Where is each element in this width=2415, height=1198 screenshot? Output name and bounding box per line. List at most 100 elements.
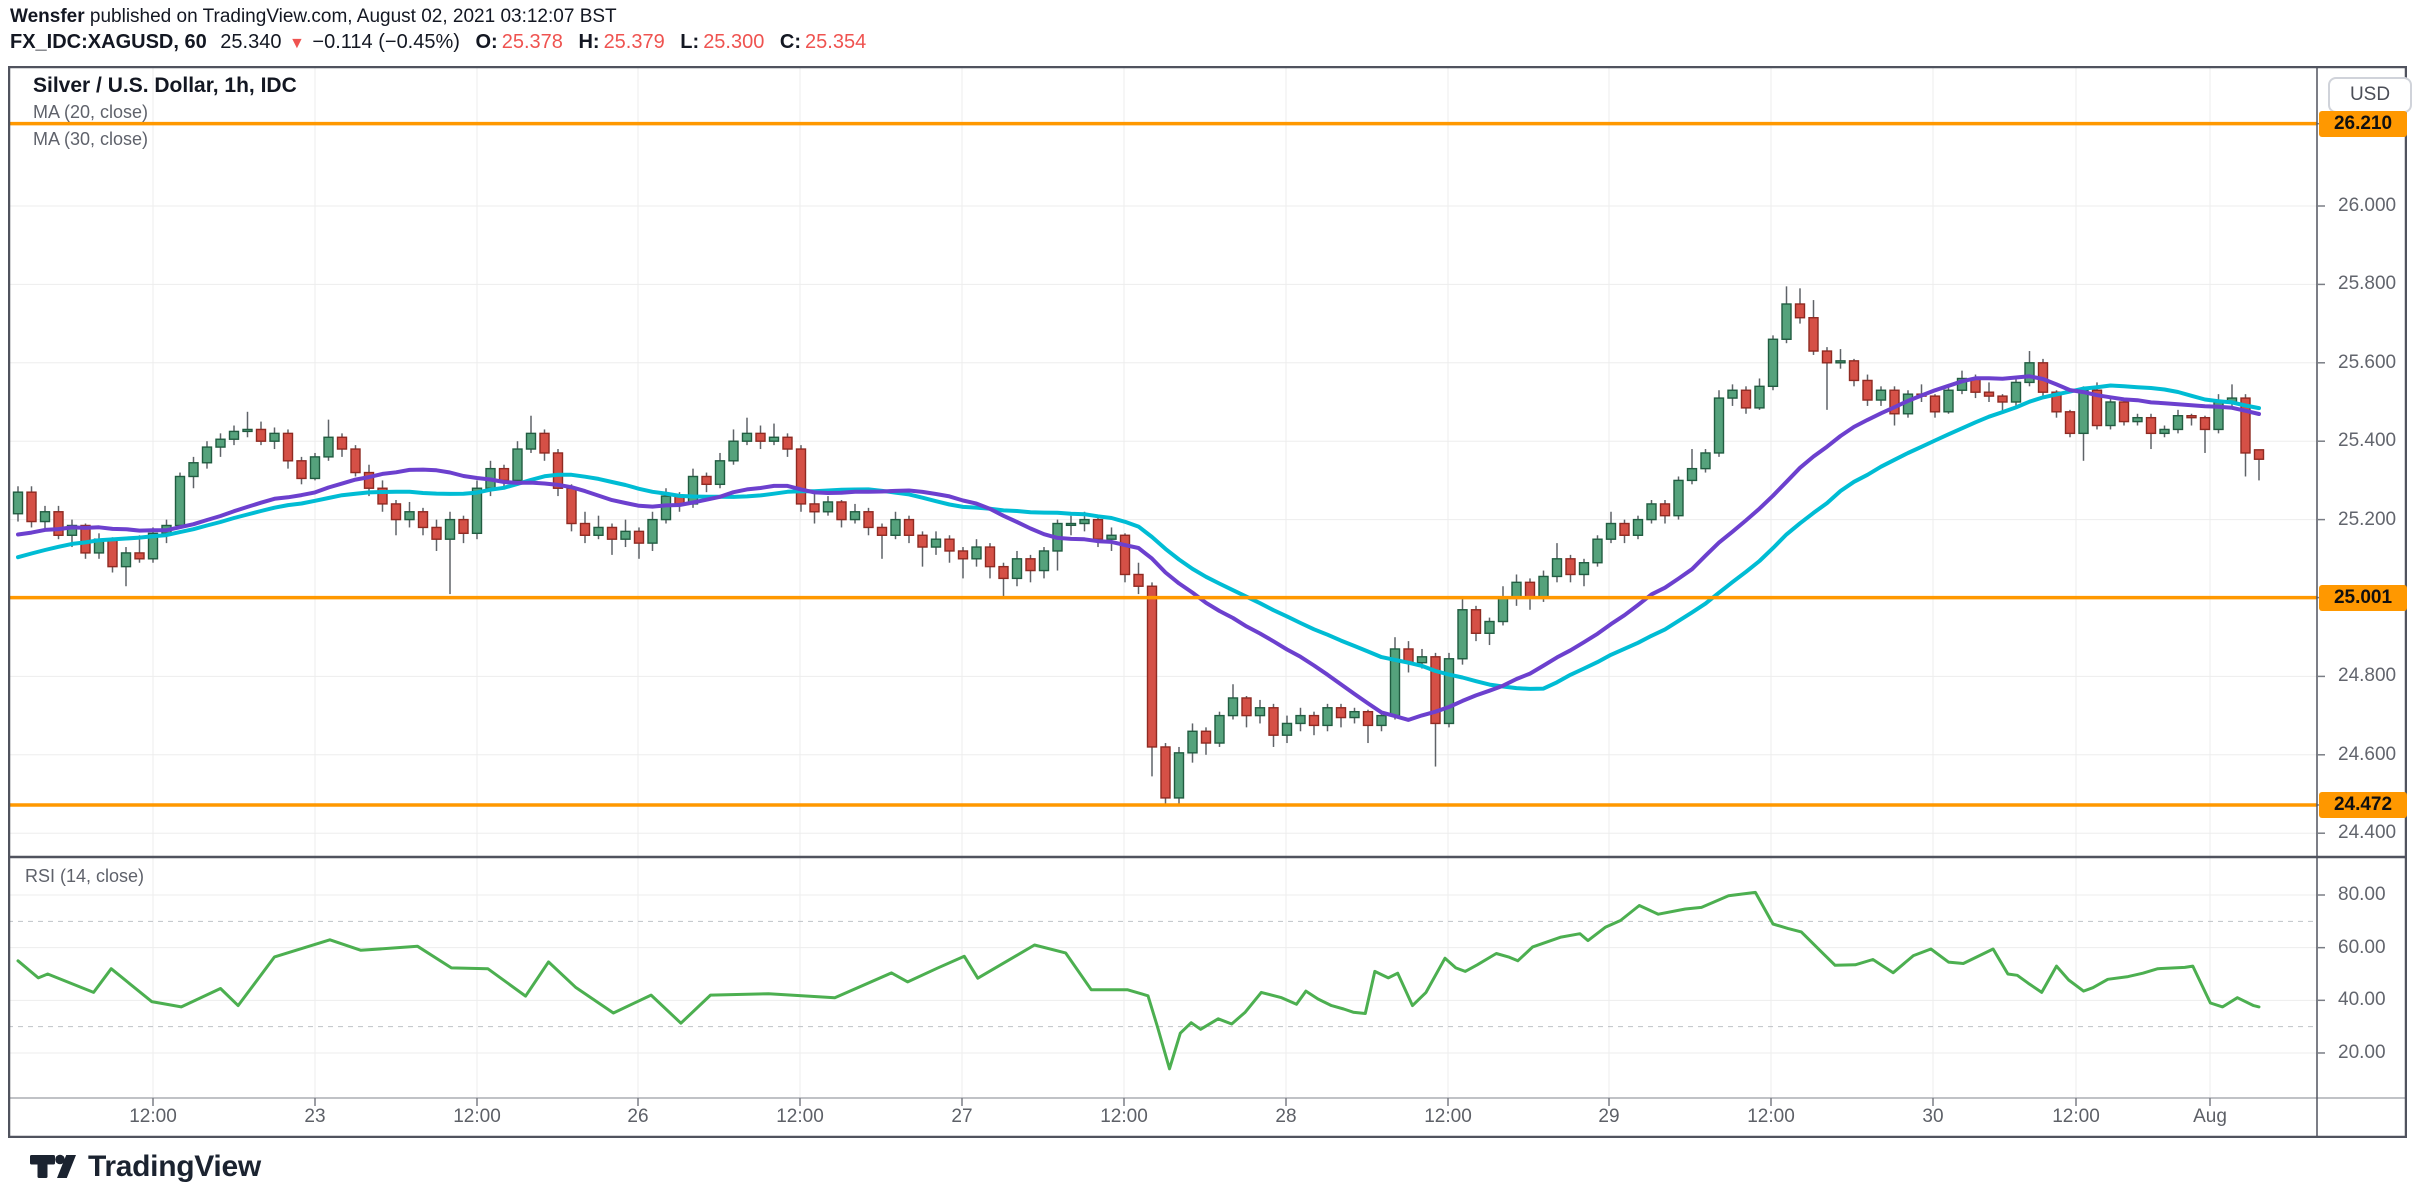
candle-body	[39, 511, 51, 523]
candle-body	[593, 526, 604, 536]
time-tick-label[interactable]: 27	[951, 1106, 973, 1127]
price-tick-label[interactable]: 25.600	[2338, 351, 2397, 373]
high-value: 25.379	[603, 31, 665, 53]
close-value: 25.354	[805, 31, 867, 53]
time-tick-label[interactable]: 30	[1922, 1106, 1944, 1127]
candle-body	[1632, 518, 1644, 536]
candle-body	[1943, 389, 1954, 413]
candle-body	[1160, 746, 1171, 799]
close-label: C:	[779, 31, 802, 53]
price-tick-label[interactable]: 25.200	[2338, 508, 2397, 530]
time-tick-label[interactable]: 12:00	[776, 1106, 824, 1127]
candle-body	[795, 448, 807, 505]
candle-body	[2240, 397, 2251, 454]
time-tick-label[interactable]: 23	[304, 1106, 326, 1127]
tradingview-wordmark: TradingView	[88, 1150, 261, 1183]
time-tick-label[interactable]: 12:00	[1424, 1106, 1472, 1127]
ma20-line	[16, 374, 2261, 722]
candle-body	[579, 522, 591, 536]
candle-body	[1254, 707, 1266, 717]
candle-body	[26, 491, 37, 523]
candle-body	[107, 538, 118, 568]
candle-body	[728, 440, 739, 462]
candle-body	[917, 534, 928, 548]
last-price: 25.340	[220, 31, 282, 53]
price-tick-label[interactable]: 24.400	[2338, 822, 2397, 844]
candle-body	[822, 501, 834, 513]
candle-body	[768, 436, 780, 442]
candle-body	[1524, 581, 1536, 599]
candle-body	[944, 538, 955, 552]
candle-body	[1376, 714, 1387, 727]
price-change: −0.114 (−0.45%)	[312, 31, 460, 53]
candle-body	[1538, 575, 1549, 599]
candle-body	[647, 518, 658, 544]
candle-body	[566, 487, 577, 525]
candle-body	[309, 456, 321, 480]
price-tick-label[interactable]: 24.800	[2338, 665, 2397, 687]
candle-body	[1835, 360, 1846, 364]
price-tick-label[interactable]: 24.600	[2338, 743, 2397, 765]
candle-body	[1484, 620, 1495, 634]
time-tick-label[interactable]: 12:00	[129, 1106, 177, 1127]
candle-body	[134, 552, 145, 560]
candle-body	[1889, 389, 1900, 415]
candle-body	[1565, 558, 1576, 576]
ma30-legend: MA (30, close)	[33, 129, 149, 149]
time-tick-label[interactable]: 12:00	[453, 1106, 501, 1127]
time-tick-label[interactable]: 29	[1598, 1106, 1620, 1127]
candle-body	[1659, 503, 1671, 517]
time-tick-label[interactable]: 12:00	[1100, 1106, 1148, 1127]
chart-area[interactable]: Silver / U.S. Dollar, 1h, IDC MA (20, cl…	[8, 66, 2412, 1138]
candle-body	[1605, 522, 1617, 540]
time-tick-label[interactable]: 26	[627, 1106, 649, 1127]
rsi-tick-label[interactable]: 40.00	[2338, 989, 2386, 1011]
candle-body	[1686, 467, 1698, 482]
candle-body	[1443, 658, 1455, 725]
candle-body	[12, 491, 24, 515]
candle-body	[957, 550, 969, 560]
candle-body	[2172, 415, 2184, 431]
price-tick-label[interactable]: 25.800	[2338, 273, 2397, 295]
candle-body	[1038, 550, 1050, 572]
candle-body	[525, 432, 537, 450]
candle-body	[2159, 428, 2170, 435]
candle-body	[1011, 558, 1023, 580]
rsi-tick-label[interactable]: 60.00	[2338, 936, 2386, 958]
candle-body	[2091, 389, 2103, 427]
open-label: O:	[475, 31, 498, 53]
candle-body	[836, 501, 847, 521]
candle-body	[1740, 389, 1752, 409]
candle-body	[336, 436, 348, 450]
candle-body	[377, 487, 388, 505]
candle-body	[2105, 401, 2116, 427]
candle-body	[444, 518, 456, 540]
rsi-tick-label[interactable]: 80.00	[2338, 884, 2386, 905]
level-price-label: 24.472	[2319, 791, 2407, 818]
candle-body	[782, 436, 793, 450]
candle-body	[930, 538, 942, 548]
candle-body	[1295, 714, 1306, 725]
time-tick-label[interactable]: Aug	[2193, 1106, 2227, 1127]
symbol-status-line: FX_IDC:XAGUSD, 60 25.340 ▼ −0.114 (−0.45…	[10, 31, 866, 54]
candle-body	[863, 511, 874, 529]
time-tick-label[interactable]: 28	[1275, 1106, 1297, 1127]
candle-body	[1335, 707, 1347, 719]
chart-canvas[interactable]	[8, 66, 2407, 1138]
tradingview-logo-icon	[30, 1154, 76, 1178]
candle-body	[390, 503, 402, 521]
price-tick-label[interactable]: 26.000	[2338, 195, 2397, 216]
currency-toggle-button[interactable]: USD	[2328, 77, 2412, 113]
candle-body	[1578, 562, 1590, 576]
time-tick-label[interactable]: 12:00	[2052, 1106, 2100, 1127]
published-text: published on TradingView.com, August 02,…	[84, 6, 617, 27]
candle-body	[849, 511, 861, 521]
candle-body	[903, 518, 915, 536]
candle-body	[1106, 534, 1117, 540]
candle-body	[1875, 389, 1887, 401]
time-tick-label[interactable]: 12:00	[1747, 1106, 1795, 1127]
rsi-tick-label[interactable]: 20.00	[2338, 1041, 2386, 1063]
candle-body	[1268, 707, 1279, 736]
candle-body	[1727, 389, 1738, 399]
price-tick-label[interactable]: 25.400	[2338, 430, 2397, 452]
